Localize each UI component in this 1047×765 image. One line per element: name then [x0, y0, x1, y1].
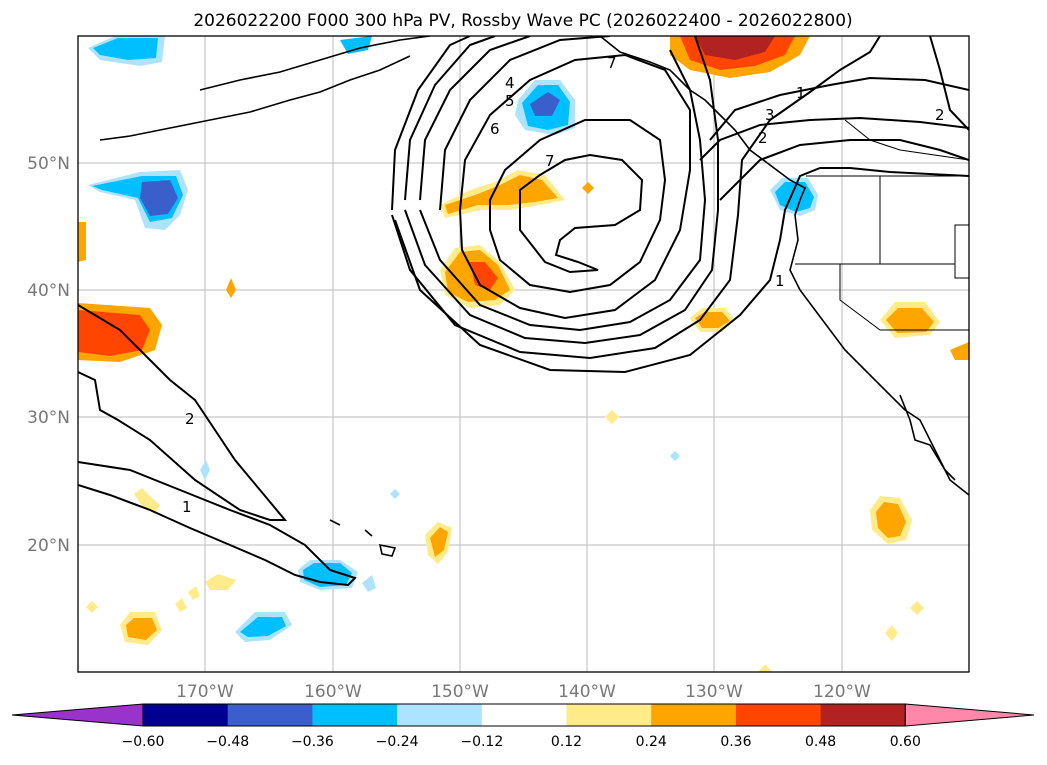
colorbar-segment: [820, 704, 906, 726]
contour-label: 5: [505, 92, 515, 110]
coastline: [99, 36, 969, 557]
colorbar-tick-label: 0.48: [805, 734, 836, 750]
colorbar-extend-low: [11, 703, 144, 727]
contour-label: 2: [935, 106, 945, 124]
colorbar-tick-label: 0.60: [890, 734, 921, 750]
contour-label: 1: [182, 498, 192, 516]
colorbar-segment: [143, 704, 229, 726]
state-borders: [795, 119, 969, 331]
contour-labels: 1 2 3 4 5 6 7 1 2 7 1 2: [182, 54, 945, 516]
colorbar-segment: [312, 704, 398, 726]
colorbar-segment: [227, 704, 313, 726]
lon-label: 140°W: [558, 682, 616, 702]
colorbar-frame: [142, 703, 906, 727]
colorbar-tick-label: −0.36: [291, 734, 334, 750]
lon-label: 170°W: [176, 682, 234, 702]
lat-label: 30°N: [27, 408, 70, 428]
lon-label: 150°W: [431, 682, 489, 702]
contour-label: 7: [607, 54, 617, 72]
colorbar-segment: [735, 704, 822, 726]
contour-label: 6: [490, 120, 500, 138]
lon-label: 120°W: [813, 682, 871, 702]
colorbar-segment: [566, 704, 652, 726]
map-title: 2026022200 F000 300 hPa PV, Rossby Wave …: [193, 11, 852, 31]
colorbar-segment: [397, 704, 483, 726]
lon-label: 160°W: [304, 682, 362, 702]
colorbar-tick-label: −0.48: [206, 734, 249, 750]
colorbar-tick-label: 0.36: [720, 734, 751, 750]
latitude-labels: 50°N 40°N 30°N 20°N: [27, 154, 70, 556]
lat-label: 50°N: [27, 154, 70, 174]
colorbar-segment: [481, 704, 567, 726]
colorbar-tick-label: −0.24: [376, 734, 419, 750]
lon-label: 130°W: [685, 682, 743, 702]
longitude-labels: 170°W 160°W 150°W 140°W 130°W 120°W: [176, 682, 871, 702]
map-border: [77, 35, 970, 673]
contour-label: 3: [765, 106, 775, 124]
contour-label: 1: [796, 84, 806, 102]
colorbar-tick-label: 0.12: [551, 734, 582, 750]
contour-label: 1: [775, 272, 785, 290]
contour-label: 2: [185, 410, 195, 428]
map-area: [78, 36, 969, 672]
colorbar-segment: [651, 704, 737, 726]
colorbar-extend-high: [904, 703, 1035, 727]
pv-contours: [78, 36, 969, 587]
lat-label: 40°N: [27, 281, 70, 301]
colorbar-tick-label: −0.60: [122, 734, 165, 750]
contour-label: 2: [758, 129, 768, 147]
colorbar-tick-label: 0.24: [636, 734, 667, 750]
colorbar-tick-label: −0.12: [460, 734, 503, 750]
contour-label: 4: [505, 74, 515, 92]
colorbar: −0.60 −0.48 −0.36 −0.24 −0.12 0.12 0.24 0.36 0.4…: [11, 703, 1035, 750]
gridlines: [78, 36, 969, 672]
lat-label: 20°N: [27, 536, 70, 556]
contour-label: 7: [545, 152, 555, 170]
